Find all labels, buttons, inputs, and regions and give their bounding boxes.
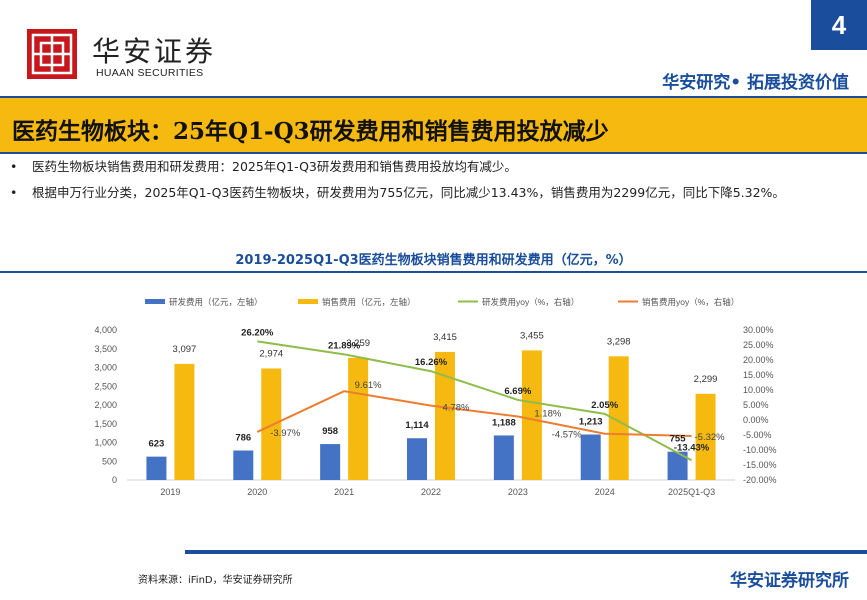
bullet-dot: • <box>10 159 18 174</box>
left-tick-label: 0 <box>112 475 117 485</box>
sales-yoy-label: 9.61% <box>355 380 382 391</box>
sales-bar-label: 2,974 <box>259 348 283 359</box>
sales-expense-bar <box>174 363 195 480</box>
left-tick-label: 3,500 <box>94 344 117 354</box>
x-tick-label: 2021 <box>334 487 354 497</box>
left-tick-label: 1,500 <box>94 419 117 429</box>
chart-title: 2019-2025Q1-Q3医药生物板块销售费用和研发费用（亿元，%） <box>235 253 632 268</box>
sales-bar-label: 3,415 <box>433 332 457 343</box>
logo-name-en: HUAAN SECURITIES <box>96 67 204 79</box>
legend-swatch <box>298 299 318 304</box>
rd-bar-label: 1,213 <box>579 417 603 428</box>
page-number: 4 <box>811 0 867 50</box>
title-bar <box>0 96 867 154</box>
logo-icon <box>27 29 77 79</box>
sales-bar-label: 3,259 <box>346 338 370 349</box>
header-tagline: 华安研究• 拓展投资价值 <box>662 73 849 93</box>
sales-expense-bar <box>521 350 542 480</box>
bullet-dot: • <box>10 185 18 200</box>
rd-expense-bar <box>407 438 427 480</box>
rd-yoy-label: -13.43% <box>674 442 710 453</box>
x-tick-label: 2025Q1-Q3 <box>668 487 715 497</box>
right-tick-label: -10.00% <box>743 445 777 455</box>
chart-bars <box>146 350 716 480</box>
footer-divider <box>185 550 867 554</box>
chart-divider <box>0 271 867 273</box>
rd-yoy-line <box>257 340 693 462</box>
x-tick-label: 2019 <box>160 487 180 497</box>
rd-expense-bar <box>493 435 514 480</box>
x-tick-label: 2020 <box>247 487 267 497</box>
sales-bar-label: 3,097 <box>173 344 197 355</box>
right-tick-label: -15.00% <box>743 460 777 470</box>
rd-yoy-label: 2.05% <box>591 400 618 411</box>
rd-yoy-label: 6.69% <box>504 386 531 397</box>
right-tick-label: -5.00% <box>743 430 772 440</box>
rd-bar-label: 755 <box>670 434 687 445</box>
right-tick-label: 0.00% <box>743 415 769 425</box>
rd-bar-label: 1,188 <box>492 417 516 428</box>
sales-expense-bar <box>695 393 716 480</box>
rd-expense-bar <box>146 456 167 480</box>
legend-label: 销售费用yoy（%，右轴） <box>642 297 739 307</box>
legend-swatch <box>145 299 165 304</box>
left-tick-label: 3,000 <box>94 363 117 373</box>
right-tick-label: 20.00% <box>743 355 774 365</box>
sales-yoy-label: 1.18% <box>534 408 561 419</box>
right-tick-label: 10.00% <box>743 385 774 395</box>
right-tick-label: 5.00% <box>743 400 769 410</box>
rd-bar-label: 786 <box>235 433 251 444</box>
sales-yoy-label: 4.78% <box>443 403 470 414</box>
right-tick-label: 15.00% <box>743 370 774 380</box>
left-tick-label: 500 <box>102 456 117 466</box>
source-note: 资料来源：iFinD，华安证券研究所 <box>138 575 293 586</box>
expense-chart: 研发费用（亿元，左轴） 销售费用（亿元，左轴） 研发费用yoy（%，右轴） 销售费用y… <box>94 297 776 497</box>
rd-expense-bar <box>233 450 254 480</box>
rd-bar-label: 623 <box>148 439 164 450</box>
rd-expense-bar <box>580 434 601 480</box>
sales-yoy-label: -3.97% <box>270 428 301 439</box>
bullet-text: 根据申万行业分类，2025年Q1-Q3医药生物板块，研发费用为755亿元，同比减… <box>32 185 785 200</box>
sales-expense-bar <box>435 351 455 480</box>
sales-expense-bar <box>608 356 629 480</box>
chart-lines <box>256 340 693 462</box>
bullet-text: 医药生物板块销售费用和研发费用：2025年Q1-Q3研发费用和销售费用投放均有减… <box>32 159 517 174</box>
x-tick-label: 2022 <box>421 487 441 497</box>
rd-bar-label: 1,114 <box>405 420 429 431</box>
sales-yoy-label: -5.32% <box>695 432 726 443</box>
sales-expense-bar <box>348 357 369 480</box>
rd-expense-bar <box>320 444 341 480</box>
rd-expense-bar <box>667 451 688 480</box>
right-tick-label: -20.00% <box>743 475 777 485</box>
chart-data-labels: 623 786 958 1,114 1,188 1,213 755 3,097 2,974 3,2… <box>148 327 725 453</box>
left-tick-label: 1,000 <box>94 438 117 448</box>
x-tick-label: 2024 <box>595 487 615 497</box>
right-tick-label: 25.00% <box>743 340 774 350</box>
chart-axes: 0 500 1,000 1,500 2,000 2,500 3,000 3,500 4,000 -… <box>94 325 776 497</box>
sales-bar-label: 3,298 <box>607 336 631 347</box>
legend-label: 销售费用（亿元，左轴） <box>322 297 416 307</box>
right-tick-label: 30.00% <box>743 325 774 335</box>
sales-yoy-label: -4.57% <box>552 430 583 441</box>
sales-bar-label: 3,455 <box>520 330 544 341</box>
chart-legend: 研发费用（亿元，左轴） 销售费用（亿元，左轴） 研发费用yoy（%，右轴） 销售费用y… <box>145 297 739 307</box>
left-tick-label: 4,000 <box>94 325 117 335</box>
footer-brand: 华安证券研究所 <box>730 571 849 591</box>
legend-label: 研发费用yoy（%，右轴） <box>482 297 579 307</box>
left-tick-label: 2,500 <box>94 381 117 391</box>
page-title: 医药生物板块：25年Q1-Q3研发费用和销售费用投放减少 <box>12 118 609 145</box>
left-tick-label: 2,000 <box>94 400 117 410</box>
rd-yoy-label: 26.20% <box>241 327 274 338</box>
x-tick-label: 2023 <box>508 487 528 497</box>
legend-label: 研发费用（亿元，左轴） <box>169 297 263 307</box>
sales-expense-bar <box>261 368 282 480</box>
logo-name-cn: 华安证券 <box>92 35 217 68</box>
rd-yoy-label: 21.89% <box>328 340 361 351</box>
rd-bar-label: 958 <box>322 426 338 437</box>
rd-yoy-label: 16.26% <box>415 357 448 368</box>
sales-bar-label: 2,299 <box>694 374 718 385</box>
sales-yoy-line <box>256 390 692 437</box>
